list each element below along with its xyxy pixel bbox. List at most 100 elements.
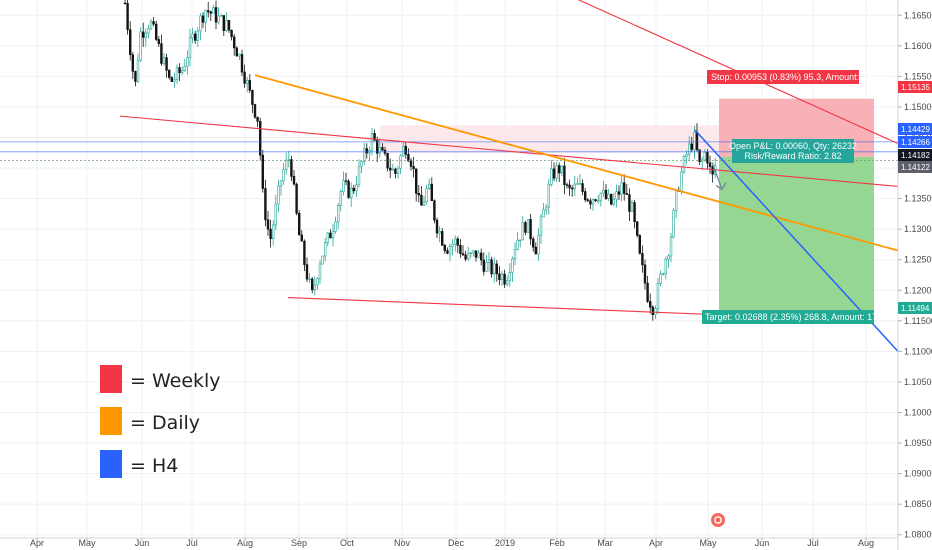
candle-body [615, 191, 618, 200]
stop-label: Stop: 0.00953 (0.83%) 95.3, Amount: 750.… [711, 72, 889, 82]
candle-body [139, 31, 142, 61]
candle-body [583, 191, 587, 201]
price-tag [898, 302, 932, 314]
candle-body [568, 184, 571, 189]
candle-body [641, 253, 644, 266]
candle-body [204, 10, 207, 23]
candle-body [170, 77, 173, 82]
candle-body [404, 146, 407, 155]
candle-body [225, 20, 228, 32]
price-tick-label: 1.16500 [904, 10, 932, 20]
candle-body [552, 168, 556, 179]
candle-body [555, 165, 558, 179]
candle-body [433, 200, 436, 221]
price-tick-label: 1.09500 [904, 438, 932, 448]
candle-body [149, 21, 153, 29]
time-tick-label: Aug [858, 538, 874, 548]
candle-body [451, 243, 454, 247]
candle-body [687, 143, 691, 155]
time-tick-label: May [699, 538, 717, 548]
weekly-trendline-upper[interactable] [119, 115, 899, 187]
candle-body [695, 131, 699, 151]
candle-body [557, 165, 561, 174]
candle-body [674, 190, 678, 211]
candle-body [326, 232, 329, 243]
candle-body [628, 194, 631, 212]
time-tick-label: Feb [549, 538, 565, 548]
alert-icon[interactable] [711, 513, 725, 527]
candle-body [661, 273, 665, 275]
candle-body [531, 238, 535, 248]
candle-body [152, 21, 155, 25]
candle-body [446, 250, 449, 254]
candle-body [297, 213, 301, 236]
time-tick-label: Sep [291, 538, 307, 548]
candle-body [443, 244, 446, 251]
daily-trendline[interactable] [254, 74, 899, 252]
candle-body [183, 65, 186, 71]
candle-body [667, 255, 670, 260]
candle-body [511, 258, 514, 273]
candle-body [537, 235, 540, 255]
candle-body [518, 239, 522, 242]
candle-body [508, 272, 511, 281]
candle-body [612, 198, 616, 205]
candle-body [563, 165, 566, 185]
candle-body [349, 187, 353, 198]
candle-body [412, 166, 415, 170]
candle-body [214, 7, 218, 23]
candle-body [399, 155, 402, 169]
price-tick-label: 1.08000 [904, 530, 932, 540]
candle-body [573, 183, 577, 190]
candle-body [609, 193, 613, 205]
legend-swatch-weekly [100, 365, 122, 393]
candle-body [630, 202, 634, 212]
candle-body [461, 253, 465, 256]
candle-body [524, 222, 527, 233]
price-tag [898, 81, 932, 93]
weekly-trendline-top[interactable] [545, 0, 899, 145]
candle-body [235, 47, 238, 57]
candle-body [279, 180, 283, 187]
price-tag-label: 1.14122 [901, 163, 930, 172]
time-tick-label: Oct [340, 538, 355, 548]
candle-body [186, 57, 189, 67]
candle-body [373, 133, 376, 141]
candle-body [222, 15, 225, 32]
time-tick-label: Mar [597, 538, 613, 548]
price-tick-label: 1.10000 [904, 408, 932, 418]
target-label: Target: 0.02688 (2.35%) 268.8, Amount: 1… [705, 312, 900, 322]
price-tags: 1.15135 1.14429 1.14266 1.14182 1.14122 1.114… [898, 81, 932, 314]
legend-swatch-daily [100, 407, 122, 435]
candle-body [248, 80, 251, 91]
price-tag [898, 149, 932, 161]
candle-body [646, 282, 649, 302]
candle-body [264, 188, 267, 221]
candle-body [599, 192, 603, 201]
candle-body [347, 180, 350, 198]
weekly-zone-band [380, 125, 719, 153]
candle-body [157, 39, 160, 44]
candle-body [147, 28, 150, 34]
candle-body [188, 37, 192, 59]
candle-body [388, 167, 392, 171]
candle-body [407, 153, 410, 162]
candle-body [708, 162, 712, 167]
candle-body [544, 206, 548, 211]
candle-body [316, 278, 319, 286]
time-tick-label: Jul [186, 538, 198, 548]
alert-icon-circle[interactable] [711, 513, 725, 527]
candle-body [534, 246, 538, 255]
candle-body [565, 184, 569, 186]
candle-body [284, 159, 288, 170]
price-tag-label: 1.14182 [901, 151, 930, 160]
candle-body [339, 191, 342, 206]
candle-body [378, 147, 381, 154]
candle-body [396, 167, 400, 174]
candle-body [144, 32, 147, 38]
price-tick-label: 1.16000 [904, 41, 932, 51]
candle-body [643, 264, 647, 284]
candle-body [360, 161, 363, 167]
